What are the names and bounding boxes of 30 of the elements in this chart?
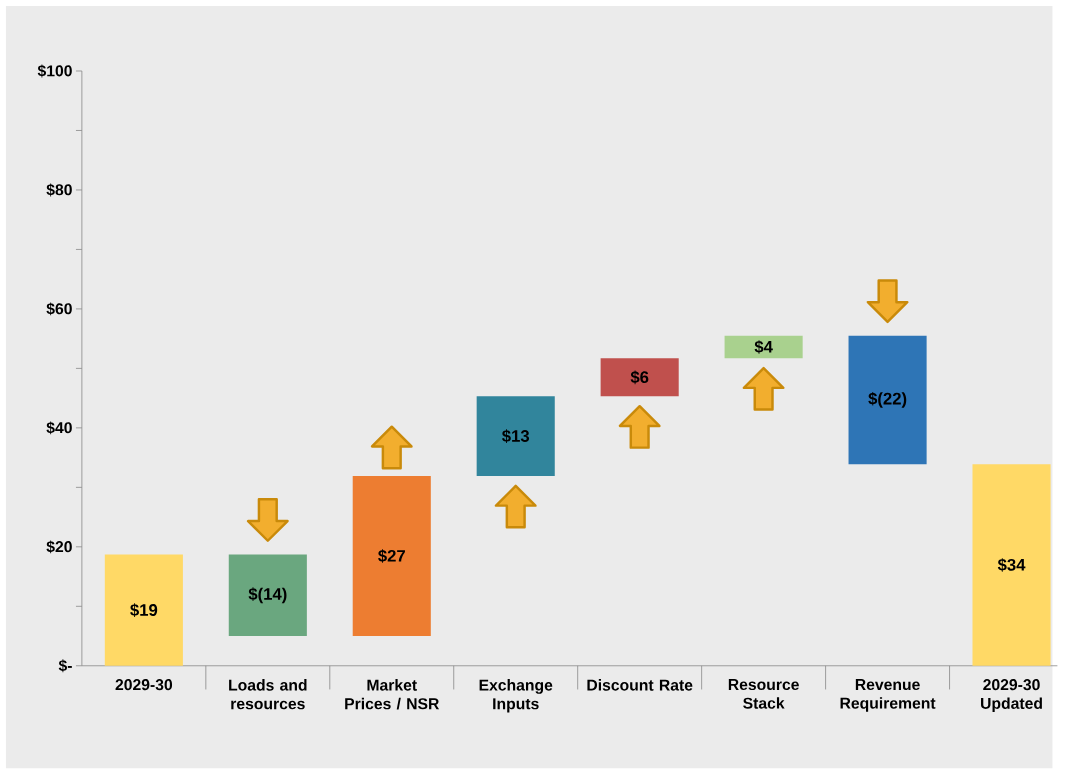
data-label: $19 [130,603,158,617]
data-label: $34 [997,558,1026,572]
data-label: $4 [754,340,773,354]
bar [476,396,555,476]
y-tick-label: $100 [37,64,72,78]
x-tick-label: Discount Rate [587,678,693,691]
data-label: $(14) [248,587,287,604]
x-tick-label: 2029-30 Updated [981,678,1042,712]
bar [724,335,803,359]
x-tick-label: Resource Stack [728,678,799,709]
y-tick-label: $60 [46,302,72,316]
y-tick-label: $80 [46,183,72,197]
y-tick-label: $- [58,659,72,673]
bar [104,554,183,666]
bar [848,335,927,465]
data-label: $13 [502,429,530,443]
bar [228,554,307,636]
y-tick-label: $20 [46,540,72,554]
data-label: $27 [378,549,405,563]
y-tick-label: $40 [46,421,72,435]
bar [972,464,1051,666]
x-tick-label: 2029-30 [115,678,173,691]
data-label: $6 [630,370,649,384]
data-label: $(22) [868,391,907,408]
bar [600,358,679,397]
bar [352,475,431,636]
x-tick-label: Revenue Requirement [840,678,936,712]
x-tick-label: Market Prices / NSR [345,678,440,710]
x-tick-label: Exchange Inputs [479,678,553,713]
x-tick-label: Loads and resources [229,678,307,710]
